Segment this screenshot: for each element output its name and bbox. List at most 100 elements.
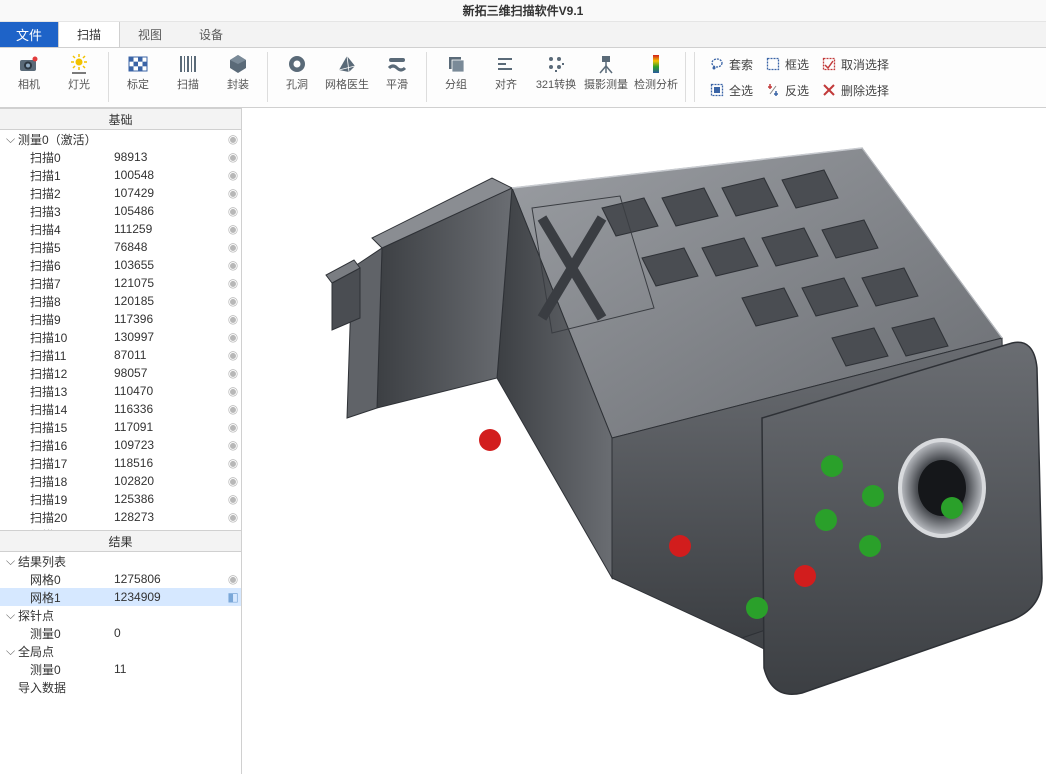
visibility-icon[interactable]: ◉ bbox=[225, 438, 241, 452]
visibility-icon[interactable]: ◉ bbox=[225, 132, 241, 146]
wave-icon bbox=[385, 52, 409, 76]
tree-item-scan[interactable]: 扫描20128273◉ bbox=[0, 508, 241, 526]
visibility-icon[interactable]: ◉ bbox=[225, 572, 241, 586]
visibility-icon[interactable]: ◉ bbox=[225, 456, 241, 470]
ribbon-photo-button[interactable]: 摄影测量 bbox=[581, 48, 631, 106]
visibility-icon[interactable]: ◉ bbox=[225, 258, 241, 272]
ribbon-light-button[interactable]: 灯光 bbox=[54, 48, 104, 106]
ribbon-analyze-button[interactable]: 检测分析 bbox=[631, 48, 681, 106]
tree-group-resultlist[interactable]: ⌵ 结果列表 bbox=[0, 552, 241, 570]
tree-group-probe[interactable]: ⌵ 探针点 bbox=[0, 606, 241, 624]
ribbon-btn-label: 相机 bbox=[18, 80, 40, 91]
tree-item-scan[interactable]: 扫描17118516◉ bbox=[0, 454, 241, 472]
tree-item-scan[interactable]: 扫描576848◉ bbox=[0, 238, 241, 256]
tree-item-global[interactable]: 测量011 bbox=[0, 660, 241, 678]
ribbon-camera-button[interactable]: 相机 bbox=[4, 48, 54, 106]
tree-base[interactable]: ⌵ 测量0（激活） ◉ 扫描098913◉扫描1100548◉扫描2107429… bbox=[0, 130, 241, 530]
chevron-down-icon[interactable]: ⌵ bbox=[6, 554, 18, 569]
visibility-icon[interactable]: ◉ bbox=[225, 510, 241, 524]
viewport-3d[interactable] bbox=[242, 108, 1046, 774]
tree-item-mesh[interactable]: 网格11234909◧ bbox=[0, 588, 241, 606]
visibility-icon[interactable]: ◉ bbox=[225, 222, 241, 236]
visibility-icon[interactable]: ◉ bbox=[225, 348, 241, 362]
tree-item-value: 117396 bbox=[114, 312, 225, 326]
ribbon-calib-button[interactable]: 标定 bbox=[113, 48, 163, 106]
tree-group-global[interactable]: ⌵ 全局点 bbox=[0, 642, 241, 660]
ribbon-scan-button[interactable]: 扫描 bbox=[163, 48, 213, 106]
menu-file[interactable]: 文件 bbox=[0, 22, 58, 47]
tree-item-value: 103655 bbox=[114, 258, 225, 272]
tree-item-value: 102820 bbox=[114, 474, 225, 488]
ribbon-smooth-button[interactable]: 平滑 bbox=[372, 48, 422, 106]
visibility-icon[interactable]: ◉ bbox=[225, 420, 241, 434]
ribbon-cancel-button[interactable]: 取消选择 bbox=[815, 52, 895, 76]
visibility-icon[interactable]: ◉ bbox=[225, 330, 241, 344]
ribbon-hole-button[interactable]: 孔洞 bbox=[272, 48, 322, 106]
app-title: 新拓三维扫描软件V9.1 bbox=[0, 0, 1046, 22]
ribbon-box-button[interactable]: 框选 bbox=[759, 52, 815, 76]
tree-item-scan[interactable]: 扫描2107429◉ bbox=[0, 184, 241, 202]
tree-item-scan[interactable]: 扫描19125386◉ bbox=[0, 490, 241, 508]
tree-item-value: 98057 bbox=[114, 366, 225, 380]
tree-item-scan[interactable]: 扫描10130997◉ bbox=[0, 328, 241, 346]
tree-item-scan[interactable]: 扫描098913◉ bbox=[0, 148, 241, 166]
tree-item-scan[interactable]: 扫描18102820◉ bbox=[0, 472, 241, 490]
visibility-icon[interactable]: ◉ bbox=[225, 294, 241, 308]
sidebar: 基础 ⌵ 测量0（激活） ◉ 扫描098913◉扫描1100548◉扫描2107… bbox=[0, 108, 242, 774]
tree-item-import[interactable]: 导入数据 bbox=[0, 678, 241, 696]
tree-item-scan[interactable]: 扫描9117396◉ bbox=[0, 310, 241, 328]
menu-tab-device[interactable]: 设备 bbox=[181, 22, 242, 47]
tree-item-scan[interactable]: 扫描14116336◉ bbox=[0, 400, 241, 418]
tree-item-scan[interactable]: 扫描1100548◉ bbox=[0, 166, 241, 184]
tree-item-scan[interactable]: 扫描1187011◉ bbox=[0, 346, 241, 364]
chevron-down-icon[interactable]: ⌵ bbox=[6, 644, 18, 659]
visibility-icon[interactable]: ◧ bbox=[225, 590, 241, 604]
ribbon-separator bbox=[426, 52, 427, 102]
visibility-icon[interactable]: ◉ bbox=[225, 168, 241, 182]
tree-item-probe[interactable]: 测量00 bbox=[0, 624, 241, 642]
chevron-down-icon[interactable]: ⌵ bbox=[6, 132, 18, 147]
visibility-icon[interactable]: ◉ bbox=[225, 186, 241, 200]
tree-item-scan[interactable]: 扫描13110470◉ bbox=[0, 382, 241, 400]
ribbon-group-button[interactable]: 分组 bbox=[431, 48, 481, 106]
tree-group-measure[interactable]: ⌵ 测量0（激活） ◉ bbox=[0, 130, 241, 148]
menu-tab-scan[interactable]: 扫描 bbox=[58, 22, 120, 47]
visibility-icon[interactable]: ◉ bbox=[225, 384, 241, 398]
invert-icon bbox=[765, 82, 781, 98]
visibility-icon[interactable]: ◉ bbox=[225, 276, 241, 290]
ribbon-delete-button[interactable]: 删除选择 bbox=[815, 78, 895, 102]
visibility-icon[interactable]: ◉ bbox=[225, 150, 241, 164]
ribbon-lasso-button[interactable]: 套索 bbox=[703, 52, 759, 76]
tree-item-name: 测量0 bbox=[30, 625, 114, 642]
ribbon-meshdoc-button[interactable]: 网格医生 bbox=[322, 48, 372, 106]
ribbon-321-button[interactable]: 321转换 bbox=[531, 48, 581, 106]
ribbon-selall-button[interactable]: 全选 bbox=[703, 78, 759, 102]
tree-item-scan[interactable]: 扫描3105486◉ bbox=[0, 202, 241, 220]
ribbon-btn-label: 标定 bbox=[127, 80, 149, 91]
ribbon-align-button[interactable]: 对齐 bbox=[481, 48, 531, 106]
menu-tab-view[interactable]: 视图 bbox=[120, 22, 181, 47]
tree-item-scan[interactable]: 扫描7121075◉ bbox=[0, 274, 241, 292]
tree-item-mesh[interactable]: 网格01275806◉ bbox=[0, 570, 241, 588]
visibility-icon[interactable]: ◉ bbox=[225, 492, 241, 506]
ribbon-encap-button[interactable]: 封装 bbox=[213, 48, 263, 106]
visibility-icon[interactable]: ◉ bbox=[225, 366, 241, 380]
ribbon-invert-button[interactable]: 反选 bbox=[759, 78, 815, 102]
tree-item-name: 扫描13 bbox=[30, 383, 114, 400]
tree-item-value: 128273 bbox=[114, 510, 225, 524]
visibility-icon[interactable]: ◉ bbox=[225, 240, 241, 254]
tree-item-value: 0 bbox=[114, 626, 241, 640]
tree-item-scan[interactable]: 扫描15117091◉ bbox=[0, 418, 241, 436]
tree-item-scan[interactable]: 扫描8120185◉ bbox=[0, 292, 241, 310]
visibility-icon[interactable]: ◉ bbox=[225, 474, 241, 488]
tree-result[interactable]: ⌵ 结果列表 网格01275806◉网格11234909◧ ⌵ 探针点 测量00… bbox=[0, 552, 241, 774]
visibility-icon[interactable]: ◉ bbox=[225, 204, 241, 218]
tree-item-scan[interactable]: 扫描16109723◉ bbox=[0, 436, 241, 454]
visibility-icon[interactable]: ◉ bbox=[225, 402, 241, 416]
visibility-icon[interactable]: ◉ bbox=[225, 312, 241, 326]
tree-item-scan[interactable]: 扫描4111259◉ bbox=[0, 220, 241, 238]
tree-item-scan[interactable]: 扫描6103655◉ bbox=[0, 256, 241, 274]
ribbon-btn-label: 分组 bbox=[445, 80, 467, 91]
chevron-down-icon[interactable]: ⌵ bbox=[6, 608, 18, 623]
tree-item-scan[interactable]: 扫描1298057◉ bbox=[0, 364, 241, 382]
